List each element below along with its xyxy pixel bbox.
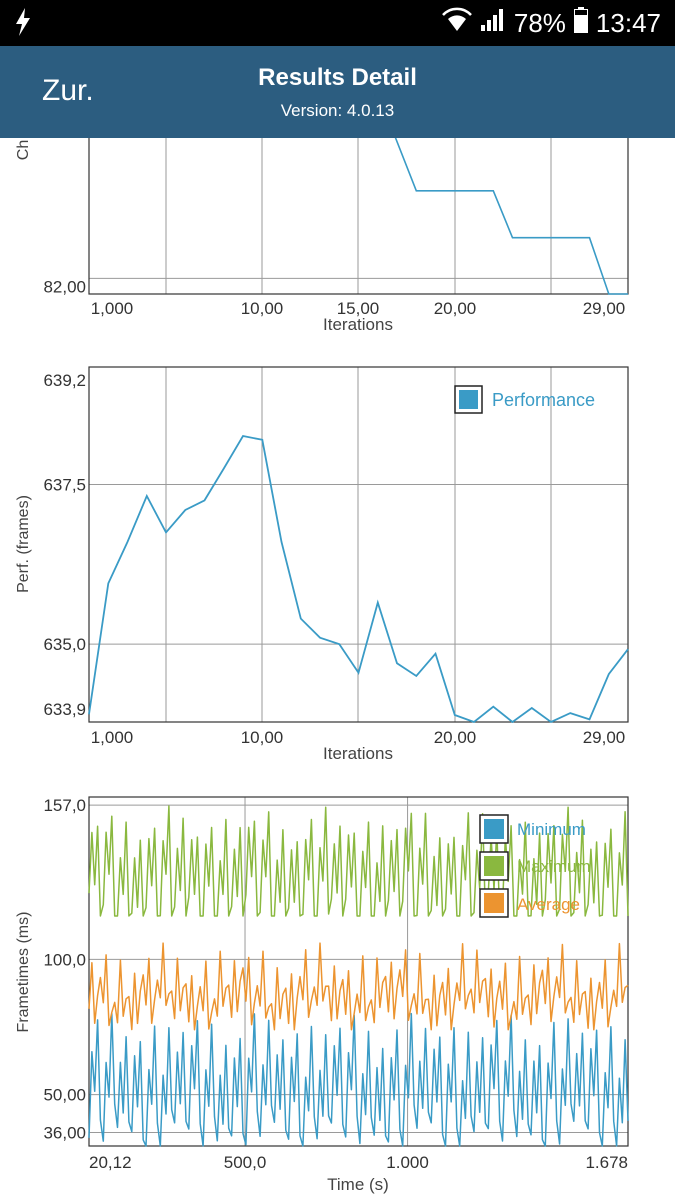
- series-line: [394, 138, 628, 295]
- x-tick-label: 29,00: [583, 728, 626, 747]
- legend-label-average: Average: [517, 895, 580, 914]
- y-axis-title: Frametimes (ms): [15, 912, 32, 1033]
- back-button[interactable]: Zur.: [42, 74, 94, 107]
- legend: Minimum Maximum Average: [479, 814, 591, 918]
- version-label: Version: 4.0.13: [280, 101, 395, 120]
- y-tick-label: 50,00: [43, 1086, 86, 1105]
- y-tick-label: 36,00: [43, 1123, 86, 1142]
- signal-icon: [480, 8, 506, 39]
- chart-frametimes: 157,0 100,0 50,00 36,00 20,12 500,0 1.000 1.67…: [15, 796, 629, 1194]
- plot-frame: [88, 138, 629, 295]
- y-axis-title: Ch: [15, 140, 32, 160]
- x-tick-label: 20,00: [434, 299, 477, 318]
- y-axis-title: Perf. (frames): [15, 495, 32, 593]
- y-tick-label: 157,0: [43, 796, 86, 815]
- series-line-minimum: [88, 1012, 629, 1147]
- battery-percent: 78%: [513, 7, 566, 38]
- plot-frame: [88, 366, 629, 723]
- app-bar: Zur. Results Detail Version: 4.0.13: [0, 46, 675, 138]
- x-axis-title: Iterations: [323, 315, 393, 334]
- plot-frame: [88, 796, 629, 1147]
- y-tick-label: 635,0: [43, 635, 86, 654]
- x-axis-title: Iterations: [323, 744, 393, 763]
- y-tick-label: 637,5: [43, 475, 86, 494]
- y-tick-label: 639,2: [43, 371, 86, 390]
- x-tick-label: 500,0: [224, 1153, 267, 1172]
- x-tick-label: 20,12: [89, 1153, 132, 1172]
- wifi-icon: [441, 7, 472, 40]
- page-title: Results Detail: [258, 64, 417, 91]
- legend-label-minimum: Minimum: [517, 820, 586, 839]
- status-bar: 78% 13:47: [0, 0, 675, 46]
- x-tick-label: 15,00: [337, 299, 380, 318]
- y-tick-label: 633,9: [43, 700, 86, 719]
- x-tick-label: 29,00: [583, 299, 626, 318]
- series-line-maximum: [88, 805, 629, 917]
- battery-icon: [573, 6, 588, 40]
- y-tick-label: 82,00: [43, 277, 86, 296]
- x-tick-label: 10,00: [241, 299, 284, 318]
- x-tick-label: 20,00: [434, 728, 477, 747]
- x-tick-label: 1.678: [585, 1153, 628, 1172]
- legend-label-maximum: Maximum: [517, 857, 591, 876]
- chart-performance: 639,2 637,5 635,0 633,9 1,000 10,00 20,00 29,0…: [15, 366, 629, 763]
- legend-label-performance: Performance: [492, 390, 595, 410]
- x-tick-label: 1,000: [91, 299, 134, 318]
- x-tick-label: 1.000: [386, 1153, 429, 1172]
- x-tick-label: 1,000: [91, 728, 134, 747]
- x-axis-title: Time (s): [327, 1175, 389, 1194]
- series-line-performance: [88, 434, 629, 724]
- x-tick-label: 10,00: [241, 728, 284, 747]
- clock: 13:47: [595, 7, 661, 38]
- flash-icon: [14, 8, 32, 41]
- chart-top: 82,00 1,000 10,00 15,00 20,00 29,00 Ch Itera…: [15, 138, 629, 334]
- legend: Performance: [454, 385, 595, 414]
- y-tick-label: 100,0: [43, 950, 86, 969]
- series-line-average: [88, 942, 629, 1031]
